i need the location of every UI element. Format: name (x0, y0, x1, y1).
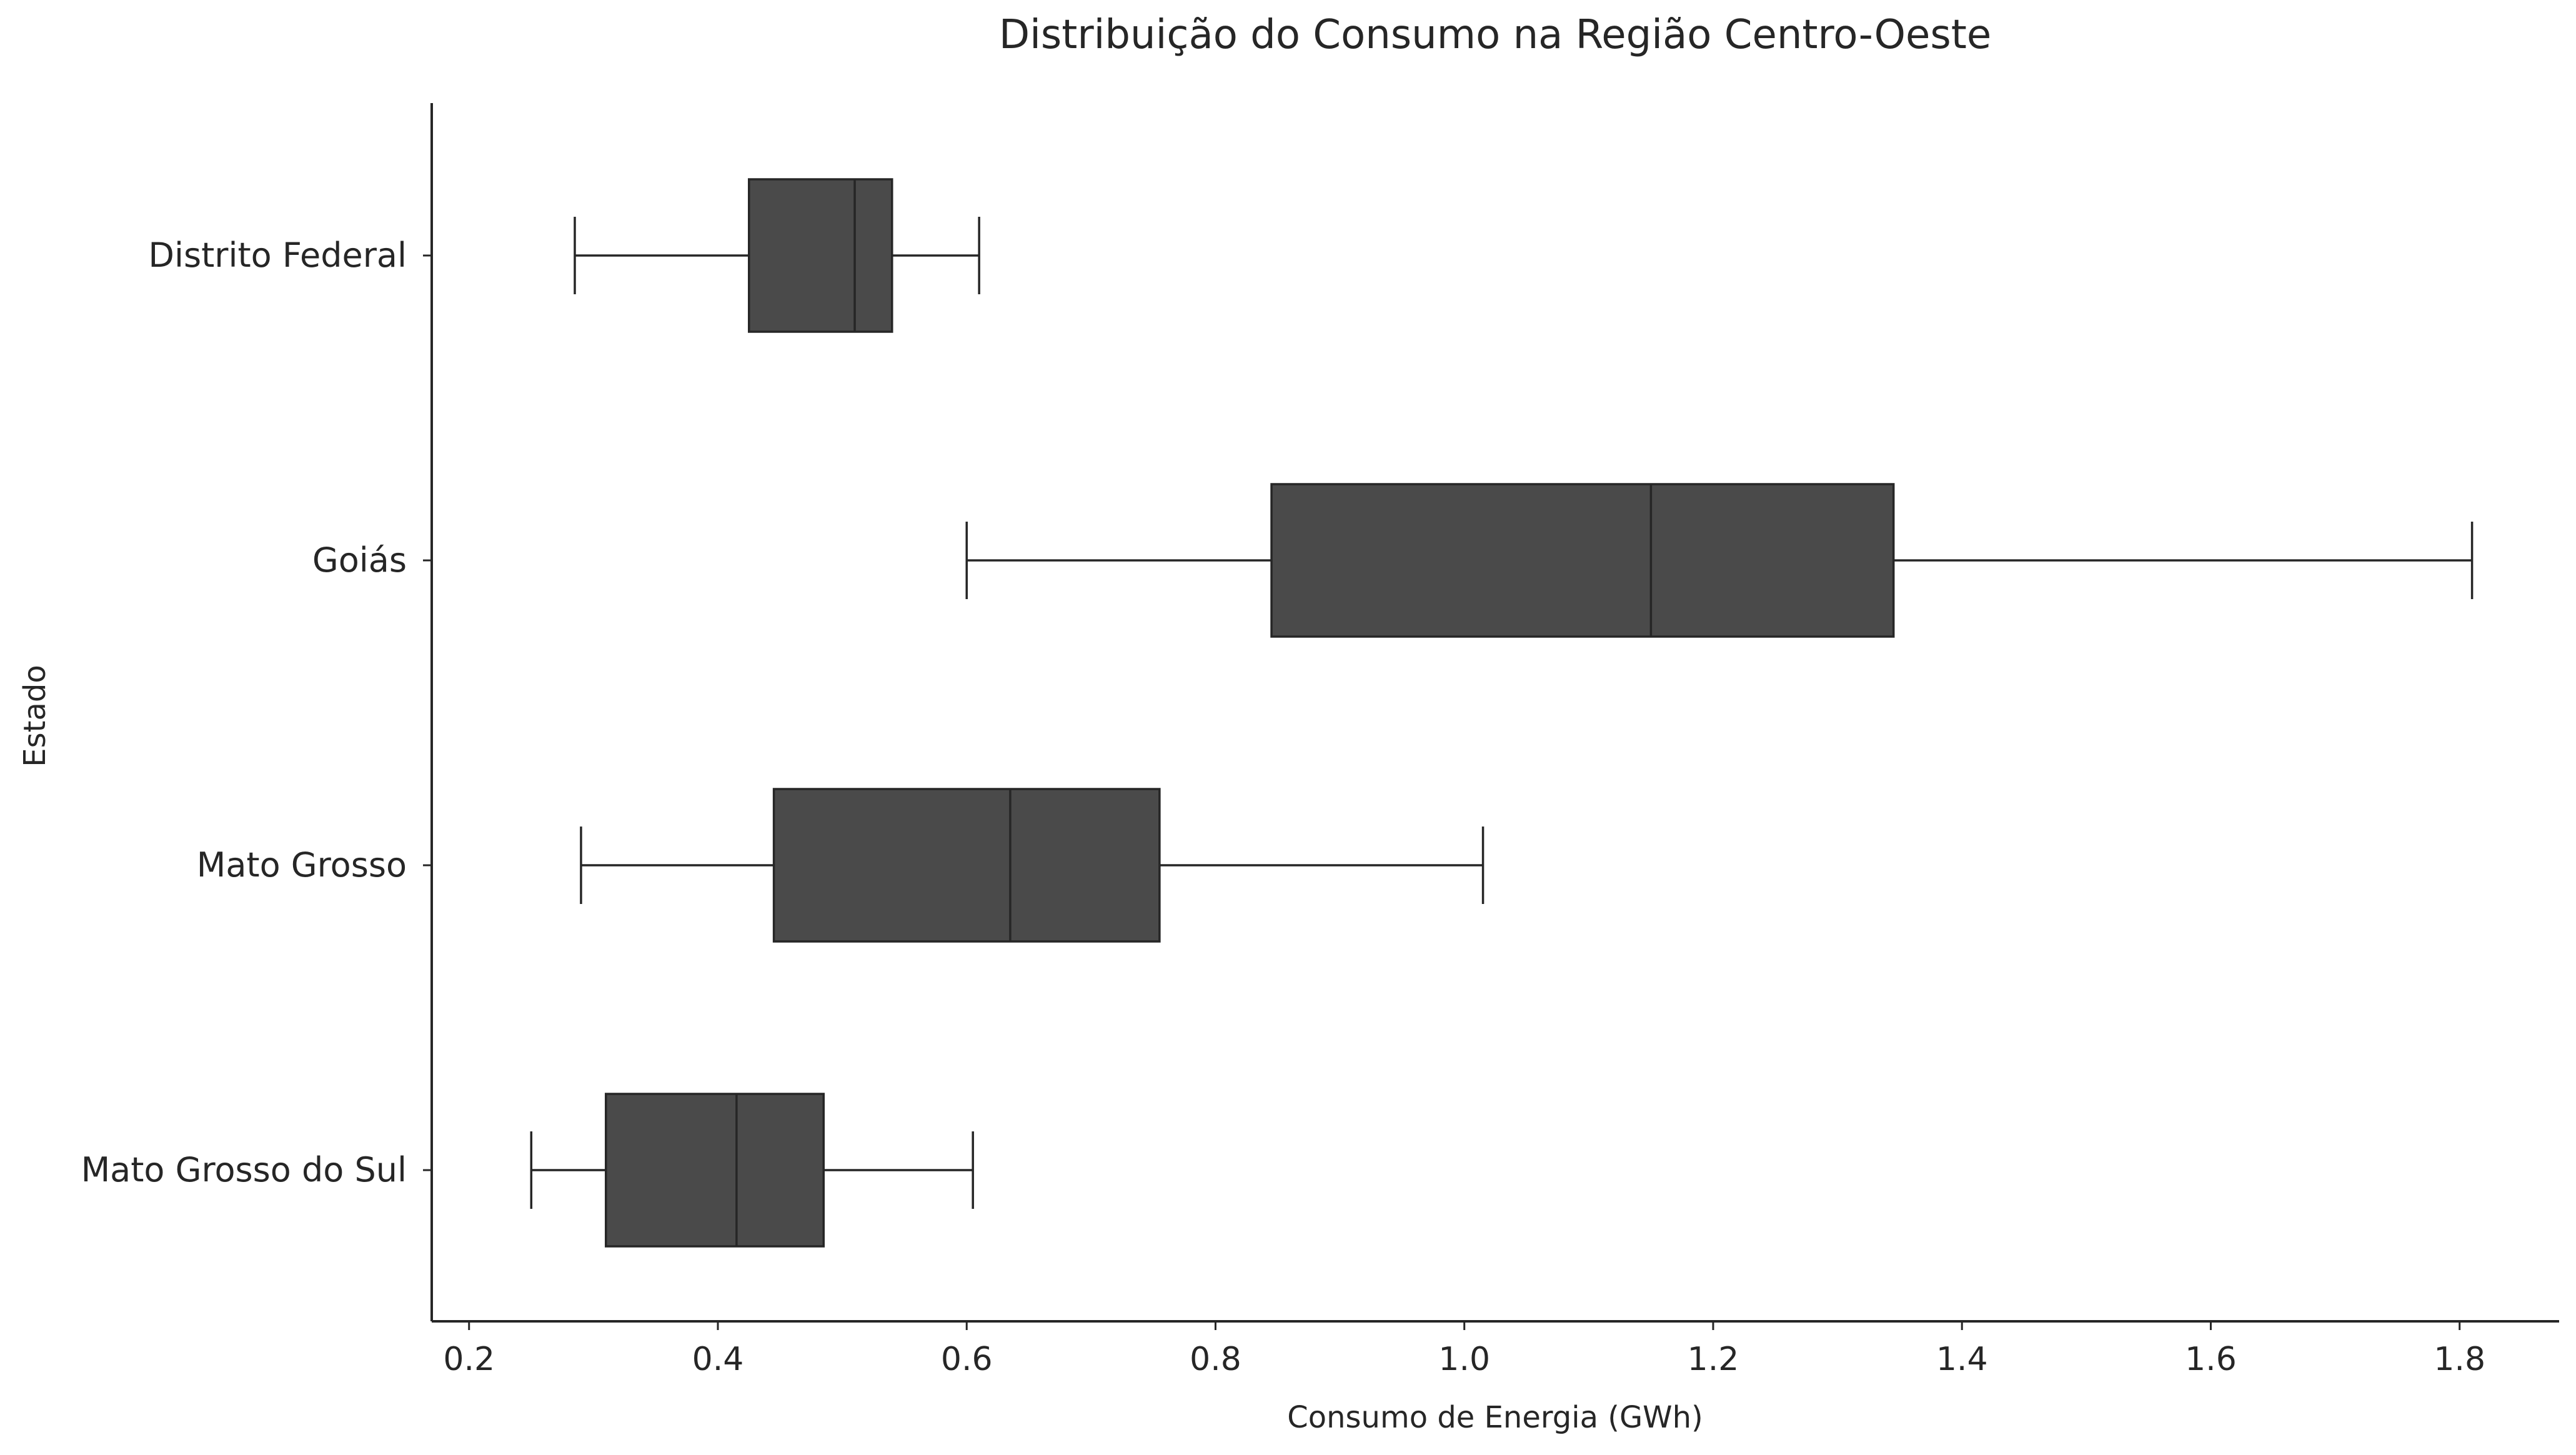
y-axis-label: Estado (17, 665, 52, 767)
x-tick-label: 0.8 (1190, 1341, 1241, 1378)
iqr-box (605, 1093, 825, 1248)
y-tick-label: Goiás (312, 540, 407, 580)
iqr-box (748, 178, 893, 333)
x-tick-label: 0.6 (941, 1341, 993, 1378)
x-axis-label: Consumo de Energia (GWh) (1287, 1400, 1703, 1435)
x-tick-label: 1.4 (1936, 1341, 1988, 1378)
y-tick-label: Mato Grosso do Sul (81, 1150, 407, 1189)
x-tick-label: 1.8 (2434, 1341, 2485, 1378)
y-tick-label: Mato Grosso (197, 845, 407, 885)
chart-title: Distribuição do Consumo na Região Centro… (999, 12, 1991, 58)
iqr-box (1270, 483, 1895, 638)
y-tick-label: Distrito Federal (148, 236, 407, 275)
x-tick-label: 0.4 (692, 1341, 744, 1378)
x-tick-label: 1.6 (2185, 1341, 2237, 1378)
x-tick-label: 1.0 (1438, 1341, 1490, 1378)
x-tick-label: 0.2 (443, 1341, 495, 1378)
x-tick-label: 1.2 (1688, 1341, 1739, 1378)
iqr-box (772, 788, 1161, 943)
plot-area: 0.2 0.4 0.6 0.8 1.0 1.2 1.4 1.6 1.8 Distrito Fede… (81, 103, 2559, 1378)
